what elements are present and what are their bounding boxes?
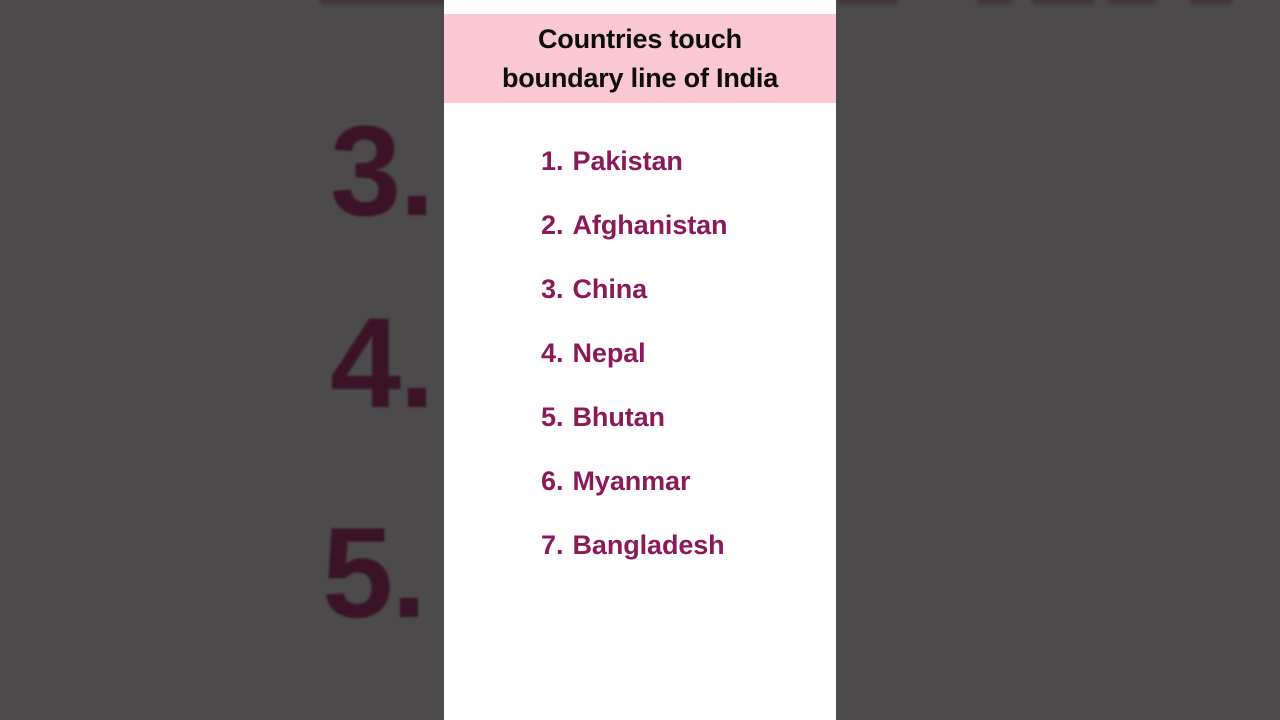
backdrop-cropped-text-sliver-right-1 (838, 0, 898, 4)
list-item-number: 6. (541, 466, 564, 496)
list-item-number: 2. (541, 210, 564, 240)
backdrop-cropped-text-sliver-right-2 (978, 0, 1012, 4)
list-item: 1. Pakistan (444, 146, 836, 210)
list-item-number: 5. (541, 402, 564, 432)
list-item: 5. Bhutan (444, 402, 836, 466)
backdrop-cropped-text-sliver-right-4 (1108, 0, 1156, 4)
list-item-number: 1. (541, 146, 564, 176)
list-item-label: Bangladesh (572, 530, 725, 560)
backdrop-numeral-5: 5. (322, 502, 427, 645)
backdrop-cropped-text-sliver-right-3 (1032, 0, 1094, 4)
list-item: 6. Myanmar (444, 466, 836, 530)
list-item-label: Pakistan (572, 146, 683, 176)
list-item-number: 4. (541, 338, 564, 368)
page-title: Countries touch boundary line of India (501, 24, 779, 93)
list-item: 2. Afghanistan (444, 210, 836, 274)
list-item-label: Nepal (572, 338, 646, 368)
list-item-number: 3. (541, 274, 564, 304)
list-item-number: 7. (541, 530, 564, 560)
list-item: 3. China (444, 274, 836, 338)
backdrop-cropped-text-sliver-right-5 (1190, 0, 1232, 4)
backdrop-numeral-4: 4. (330, 292, 435, 435)
content-card: Countries touch boundary line of India 1… (444, 0, 836, 720)
list-item: 7. Bangladesh (444, 530, 836, 594)
list-item-label: Afghanistan (572, 210, 728, 240)
list-item-label: Bhutan (572, 402, 665, 432)
backdrop-numeral-3: 3. (330, 100, 435, 243)
list-item-label: China (572, 274, 648, 304)
backdrop-cropped-text-sliver-left (320, 0, 450, 4)
list-item: 4. Nepal (444, 338, 836, 402)
title-banner: Countries touch boundary line of India (444, 14, 836, 103)
list-item-label: Myanmar (572, 466, 691, 496)
country-list: 1. Pakistan 2. Afghanistan 3. China 4. N… (444, 146, 836, 594)
